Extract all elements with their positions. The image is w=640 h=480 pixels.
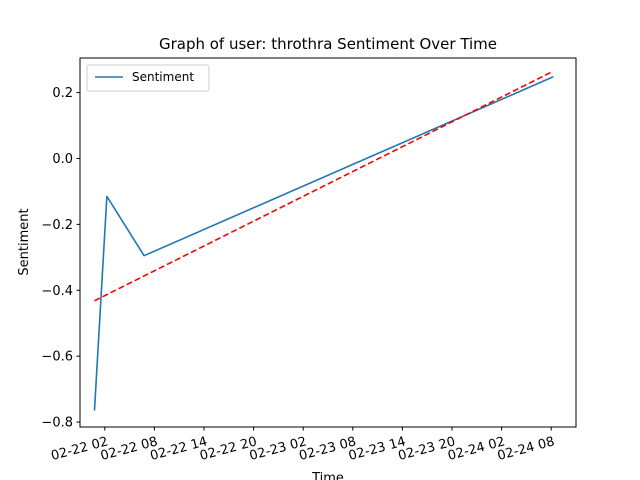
x-axis-label: Time bbox=[311, 471, 344, 480]
plot-lines bbox=[93, 70, 554, 411]
y-tick-label: −0.4 bbox=[41, 284, 73, 299]
y-tick-label: −0.8 bbox=[41, 416, 73, 431]
y-tick-label: 0.2 bbox=[52, 86, 73, 101]
x-tick-label: 02-24 08 bbox=[496, 434, 556, 464]
trend-line bbox=[94, 70, 554, 302]
legend-label: Sentiment bbox=[132, 70, 194, 84]
y-axis-label: Sentiment bbox=[17, 208, 32, 275]
plot-frame bbox=[79, 57, 577, 428]
y-axis: −0.8 −0.6 −0.4 −0.2 0.0 0.2 bbox=[41, 86, 80, 431]
sentiment-line bbox=[93, 76, 554, 411]
chart-title: Graph of user: throthra Sentiment Over T… bbox=[159, 35, 497, 53]
y-tick-label: −0.2 bbox=[41, 218, 73, 233]
legend-box bbox=[86, 64, 210, 92]
legend: Sentiment bbox=[86, 64, 210, 92]
y-tick-label: −0.6 bbox=[41, 350, 73, 365]
y-tick-label: 0.0 bbox=[52, 152, 73, 167]
